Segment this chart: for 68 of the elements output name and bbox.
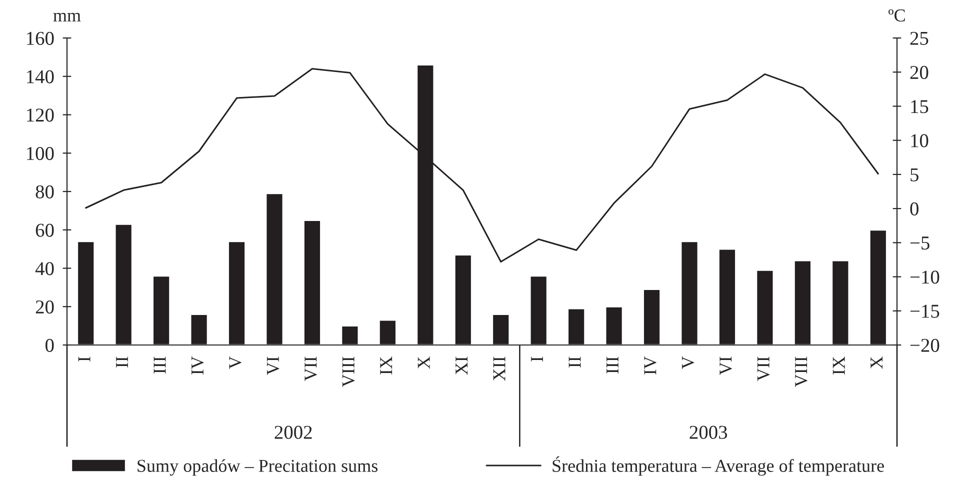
y2-tick-label: 5: [910, 168, 918, 182]
x-tick-label: II: [568, 356, 581, 368]
y-tick-label: 20: [36, 300, 54, 314]
y-tick-label: 160: [27, 32, 54, 45]
bar: [718, 248, 736, 345]
bar: [114, 223, 133, 345]
x-tick-label: X: [870, 356, 882, 369]
bar: [567, 308, 586, 345]
x-tick-label: VI: [720, 356, 732, 375]
text: 2002: [274, 426, 312, 439]
bar: [529, 275, 548, 345]
x-tick-label: XII: [493, 356, 506, 381]
bar: [190, 314, 208, 345]
bar: [868, 229, 888, 345]
y-tick-label: 120: [27, 108, 54, 122]
y2-tick-label: 25: [910, 32, 928, 45]
bar: [454, 254, 472, 345]
x-tick-label: II: [116, 356, 128, 368]
legend-label: Średnia temperatura – Average of temperature: [552, 456, 884, 476]
x-tick-label: IV: [192, 356, 204, 375]
x-tick-label: X: [418, 356, 430, 369]
bar: [680, 240, 699, 345]
y2-tick-label: 20: [910, 66, 928, 80]
bar: [492, 314, 510, 345]
x-tick-label: XI: [456, 356, 468, 375]
y-axis-title: mm: [53, 12, 81, 22]
x-tick-label: IV: [644, 356, 656, 375]
bar: [228, 240, 246, 345]
y2-tick-label: 0: [910, 202, 918, 216]
x-tick-label: V: [229, 356, 242, 369]
bar: [378, 319, 397, 345]
bar: [756, 269, 774, 345]
bar: [152, 275, 170, 345]
bar: [604, 306, 624, 345]
x-tick-label: I: [78, 356, 90, 362]
y-tick-label: 80: [36, 185, 54, 198]
bar: [265, 192, 284, 345]
y-tick-label: 100: [27, 146, 54, 160]
bar: [794, 260, 812, 345]
x-tick-label: VIII: [342, 356, 355, 387]
y2-tick-label: −10: [910, 270, 940, 284]
y2-tick-label: −15: [910, 304, 940, 318]
bar: [303, 220, 322, 345]
y-tick-label: 40: [35, 262, 54, 276]
y2-tick-label: 15: [911, 100, 928, 114]
bar: [76, 240, 96, 345]
x-tick-label: VII: [304, 356, 317, 381]
y2-tick-label: 10: [911, 134, 928, 148]
bar: [642, 288, 661, 345]
x-tick-label: VI: [267, 356, 280, 375]
x-tick-label: I: [531, 356, 543, 362]
x-tick-label: VIII: [795, 356, 808, 387]
x-tick-label: VII: [757, 356, 770, 381]
y2-tick-label: −20: [910, 338, 940, 352]
bar: [340, 325, 360, 345]
x-tick-label: IX: [832, 356, 845, 375]
y2-tick-label: −5: [910, 236, 930, 250]
x-tick-label: III: [606, 356, 618, 374]
y2-axis-title: ºC: [888, 9, 905, 22]
bar: [831, 260, 850, 345]
x-tick-label: IX: [380, 356, 392, 375]
x-tick-label: III: [154, 356, 166, 374]
y-tick-label: 60: [36, 224, 54, 237]
y-tick-label: 0: [46, 338, 54, 352]
x-tick-label: V: [682, 356, 694, 369]
legend-label: Sumy opadów – Precitation sums: [138, 459, 378, 476]
text: 2003: [690, 426, 728, 439]
y-tick-label: 140: [27, 70, 54, 84]
